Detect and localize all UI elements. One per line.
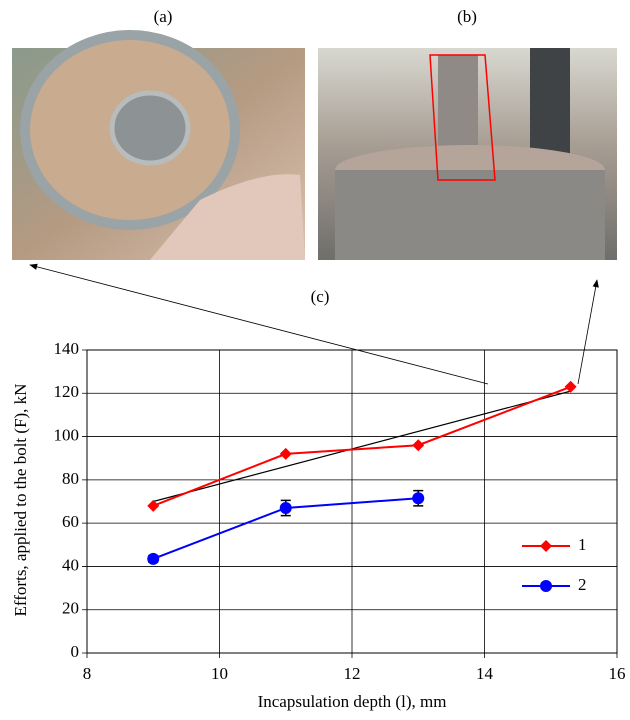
x-tick-label: 12 [344,664,361,683]
marker [147,499,160,512]
marker [279,447,292,460]
x-tick-label: 8 [83,664,92,683]
marker [412,439,425,452]
marker [412,492,425,505]
x-tick-label: 10 [211,664,228,683]
y-tick-label: 60 [62,512,79,531]
legend-label: 1 [578,535,587,554]
series-line [152,385,571,507]
panel-label: (c) [311,287,330,306]
marker [540,540,552,552]
x-tick-label: 16 [609,664,626,683]
y-tick-label: 0 [71,642,80,661]
y-axis-label: Efforts, applied to the bolt (F), kN [11,384,30,617]
marker [279,501,292,514]
marker [540,580,552,592]
y-tick-label: 80 [62,469,79,488]
photo-a [12,30,305,260]
panel-label: (b) [457,7,477,26]
arrow [577,279,599,385]
y-tick-label: 120 [54,382,80,401]
photo-b [318,48,617,260]
x-tick-label: 14 [476,664,494,683]
y-tick-label: 100 [54,425,80,444]
trend-line [153,390,571,503]
panel-label: (a) [154,7,173,26]
arrow [29,263,489,385]
y-tick-label: 20 [62,599,79,618]
legend-label: 2 [578,575,587,594]
y-tick-label: 40 [62,555,79,574]
x-axis-label: Incapsulation depth (l), mm [258,692,447,711]
marker [564,380,577,393]
marker [147,552,160,565]
y-tick-label: 140 [54,339,80,358]
